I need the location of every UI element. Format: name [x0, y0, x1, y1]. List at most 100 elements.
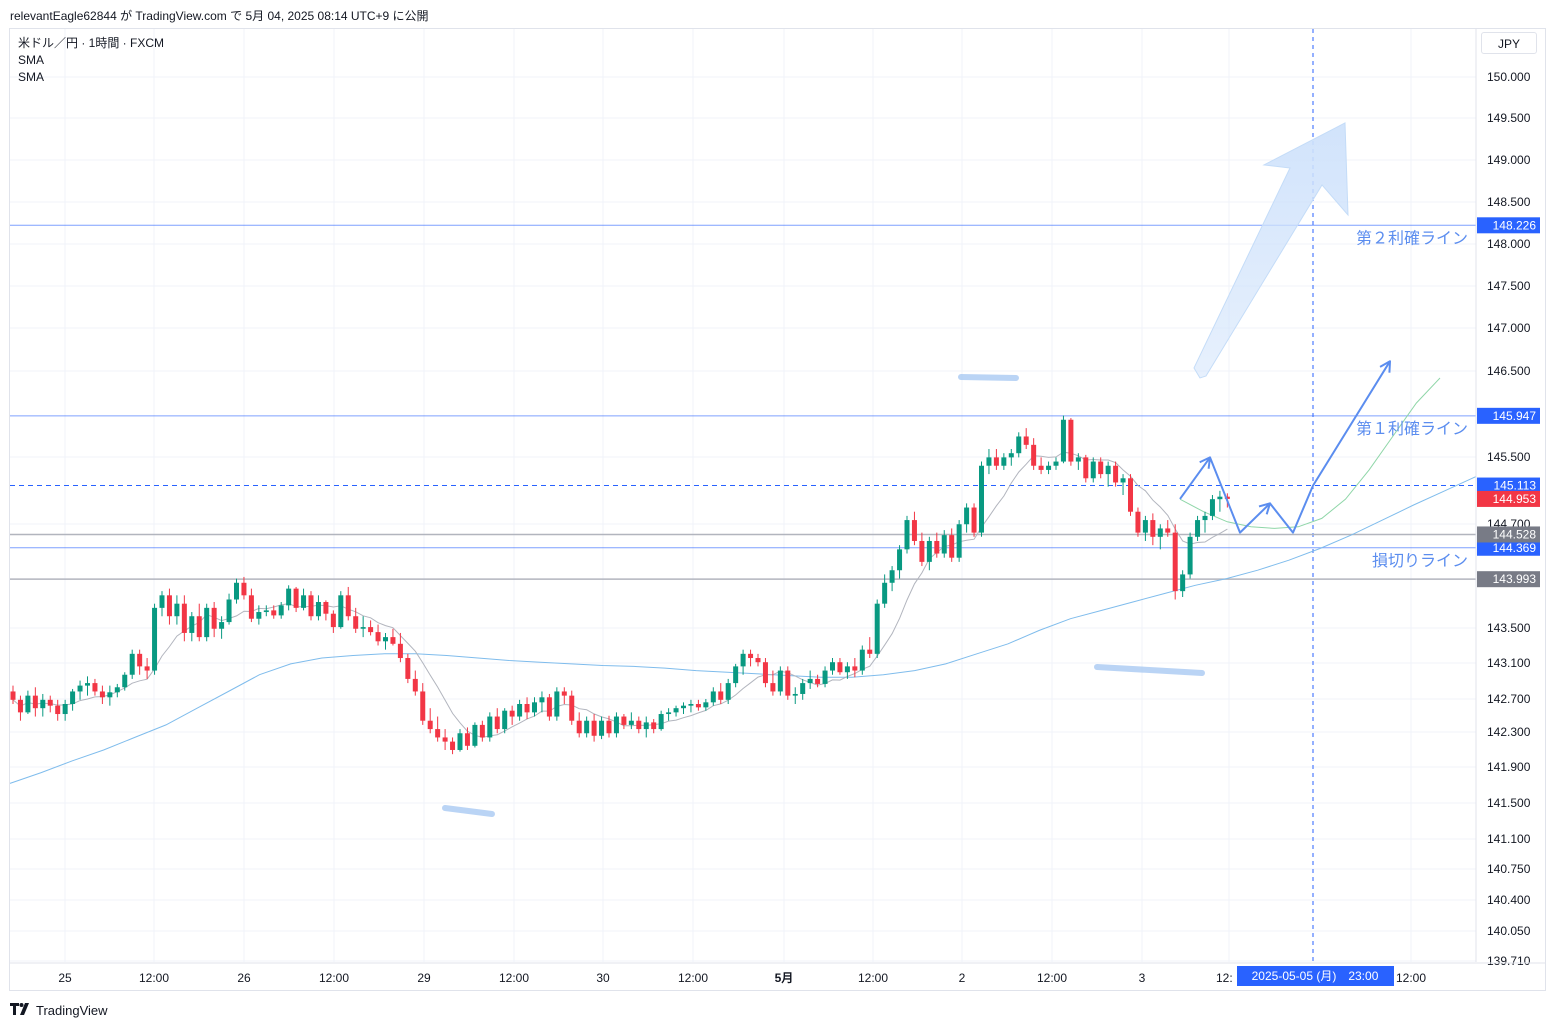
candle-body: [1217, 496, 1223, 500]
sma-slow-line: [9, 377, 1477, 784]
candle-body: [1083, 457, 1089, 479]
symbol-label[interactable]: 米ドル／円 · 1時間 · FXCM: [18, 36, 164, 50]
candle-body: [1202, 515, 1208, 521]
candle-body: [1098, 461, 1104, 475]
candle-body: [345, 595, 351, 617]
candle-body: [502, 710, 508, 730]
candle-body: [1016, 436, 1022, 454]
candle-body: [859, 649, 865, 671]
candle-body: [591, 720, 597, 736]
candle-body: [1090, 461, 1096, 479]
candle-body: [762, 662, 768, 684]
candle-body: [25, 695, 31, 713]
candle-body: [897, 549, 903, 571]
candle-body: [1031, 444, 1037, 466]
candle-body: [532, 702, 537, 713]
candle-body: [1165, 528, 1171, 533]
candle-body: [755, 658, 761, 663]
candle-body: [47, 699, 53, 706]
candle-body: [1187, 536, 1193, 575]
candle-body: [375, 632, 381, 642]
candle-body: [934, 540, 940, 554]
candle-body: [748, 653, 754, 659]
time-axis: 25 12:00 26 12:00 29 12:00 30 12:00 5月 12:00 2 12:0…: [10, 962, 1546, 986]
candle-body: [926, 540, 932, 562]
price-label: 145.947: [1493, 409, 1537, 423]
y-tick-label: 141.500: [1487, 796, 1531, 810]
line-annotation: 第２利確ライン: [1356, 228, 1468, 247]
candle-body: [1120, 478, 1126, 483]
price-label-bg: [1477, 217, 1540, 234]
candle-body: [368, 627, 374, 633]
candle-body: [993, 457, 999, 466]
candle-body: [1224, 496, 1230, 499]
candle-body: [539, 697, 545, 703]
candle-body: [1142, 520, 1148, 533]
y-tick-label: 143.500: [1487, 621, 1531, 635]
candle-body: [1128, 478, 1133, 512]
x-tick-label: 30: [596, 971, 610, 985]
candle-body: [1135, 511, 1141, 533]
candle-body: [517, 704, 523, 717]
candle-body: [844, 666, 850, 673]
y-tick-label: 141.900: [1487, 760, 1531, 774]
candle-body: [122, 674, 128, 688]
price-label: 144.953: [1493, 492, 1537, 506]
candle-body: [1150, 520, 1156, 537]
candle-body: [964, 507, 970, 525]
price-axis: 150.000 149.500 149.000 148.500 148.000 147.5…: [1475, 29, 1531, 968]
y-tick-label: 145.500: [1487, 450, 1531, 464]
candle-body: [263, 610, 269, 613]
currency-button[interactable]: JPY: [1481, 32, 1537, 54]
candle-body: [32, 695, 38, 709]
candle-body: [971, 507, 977, 533]
x-tick-label: 12:00: [319, 971, 349, 985]
candle-body: [323, 602, 329, 614]
candle-body: [710, 691, 716, 703]
candle-body: [584, 720, 590, 734]
sma-label-2[interactable]: SMA: [18, 70, 45, 84]
tv-logo-icon[interactable]: [10, 1002, 32, 1018]
candle-body: [256, 612, 262, 619]
candle-body: [658, 714, 664, 730]
horizontal-lines: [10, 29, 1476, 962]
candle-body: [1113, 465, 1119, 483]
candle-body: [986, 457, 992, 466]
line-annotation: 第１利確ライン: [1356, 419, 1468, 438]
candle-body: [10, 691, 16, 700]
highlight-mark: [442, 805, 495, 817]
candle-body: [315, 602, 321, 617]
candle-body: [435, 729, 441, 738]
candle-body: [889, 570, 895, 583]
candle-body: [688, 704, 694, 706]
candle-body: [211, 607, 217, 629]
candle-body: [695, 704, 701, 708]
candle-body: [837, 662, 843, 673]
tradingview-brand[interactable]: TradingView: [36, 1002, 108, 1018]
candle-body: [703, 702, 709, 708]
candle-body: [412, 678, 418, 692]
candle-body: [144, 666, 150, 671]
candle-body: [114, 687, 120, 693]
price-label: 148.226: [1493, 218, 1537, 232]
price-label-bg: [1477, 526, 1540, 543]
x-tick-label: 12:00: [1037, 971, 1067, 985]
price-label: 143.993: [1493, 572, 1537, 586]
candle-body: [1060, 419, 1066, 462]
candle-body: [1209, 499, 1215, 516]
candle-body: [546, 697, 552, 717]
y-tick-label: 139.710: [1487, 954, 1531, 968]
candle-body: [166, 595, 172, 617]
candle-body: [822, 670, 828, 684]
candle-body: [137, 653, 143, 667]
candle-body: [1195, 520, 1201, 537]
candle-body: [286, 588, 292, 606]
crosshair-time-bg: [1237, 966, 1394, 986]
candle-body: [77, 685, 83, 692]
sma-label-1[interactable]: SMA: [18, 53, 45, 67]
candle-body: [911, 520, 917, 541]
candle-body: [651, 722, 657, 730]
candle-body: [643, 722, 649, 730]
candle-body: [248, 595, 254, 619]
